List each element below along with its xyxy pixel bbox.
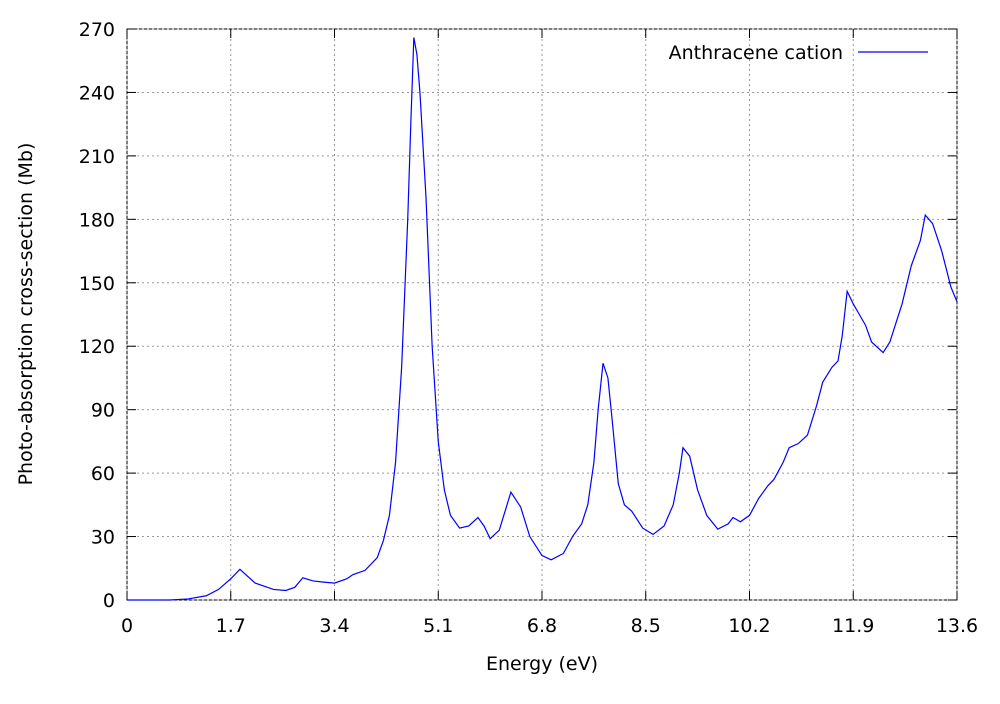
- x-axis-title: Energy (eV): [486, 653, 598, 675]
- y-tick-label: 240: [79, 82, 115, 104]
- y-tick-label: 180: [79, 209, 115, 231]
- data-line: [127, 37, 958, 601]
- y-tick-label: 0: [103, 590, 115, 612]
- x-tick-label: 13.6: [936, 615, 978, 637]
- y-tick-label: 60: [91, 463, 115, 485]
- y-tick-label: 120: [79, 336, 115, 358]
- y-axis-title: Photo-absorption cross-section (Mb): [15, 143, 37, 486]
- x-tick-label: 8.5: [631, 615, 661, 637]
- x-tick-label: 0: [121, 615, 133, 637]
- y-tick-label: 210: [79, 146, 115, 168]
- y-tick-label: 90: [91, 400, 115, 422]
- x-tick-label: 11.9: [832, 615, 874, 637]
- y-tick-label: 270: [79, 19, 115, 41]
- x-tick-label: 6.8: [527, 615, 557, 637]
- legend-label: Anthracene cation: [669, 42, 843, 64]
- x-tick-label: 1.7: [216, 615, 246, 637]
- x-tick-label: 10.2: [728, 615, 770, 637]
- x-tick-label: 3.4: [319, 615, 349, 637]
- y-tick-label: 30: [91, 527, 115, 549]
- x-tick-label: 5.1: [423, 615, 453, 637]
- y-tick-label: 150: [79, 273, 115, 295]
